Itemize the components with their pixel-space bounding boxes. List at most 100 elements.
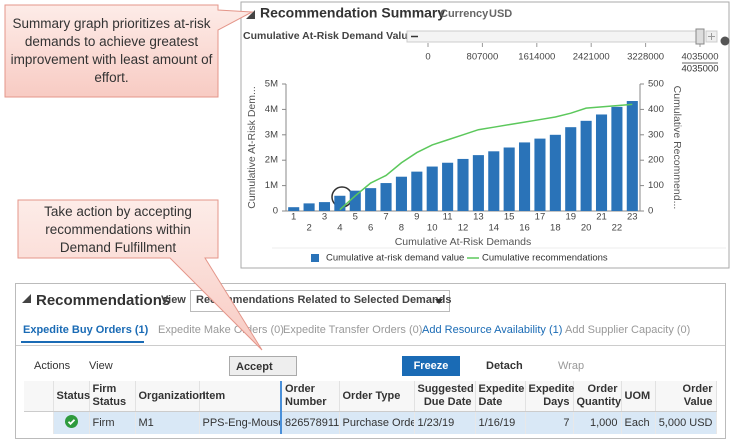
y-axis-title: Cumulative At-Risk Dem... bbox=[246, 86, 258, 209]
slider-tick-label: 0 bbox=[425, 52, 430, 63]
x-tick-label: 17 bbox=[535, 212, 546, 223]
column-header[interactable]: Status bbox=[53, 381, 90, 412]
table-cell: M1 bbox=[135, 411, 200, 434]
callout-box bbox=[17, 199, 263, 351]
x-tick-label: 5 bbox=[353, 212, 358, 223]
x-tick-label: 22 bbox=[612, 223, 623, 234]
accept-button[interactable]: Accept bbox=[229, 356, 297, 376]
y-tick-label: 2M bbox=[265, 155, 278, 166]
callout-text: Take action by accepting recommendations… bbox=[44, 204, 192, 255]
callout-text: Summary graph prioritizes at-risk demand… bbox=[10, 16, 213, 85]
column-header[interactable]: Expedite Date bbox=[475, 381, 526, 412]
x-tick-label: 7 bbox=[383, 212, 388, 223]
table-cell: 1/23/19 bbox=[414, 411, 476, 434]
bar bbox=[442, 162, 454, 211]
table-cell: Each bbox=[621, 411, 656, 434]
table-cell: 1/16/19 bbox=[475, 411, 526, 434]
go-icon[interactable] bbox=[720, 36, 730, 46]
x-tick-label: 4 bbox=[337, 223, 342, 234]
x-tick-label: 2 bbox=[306, 223, 311, 234]
column-header[interactable]: UOM bbox=[621, 381, 656, 412]
wrap-button[interactable]: Wrap bbox=[558, 360, 585, 372]
currency-label: Currency bbox=[440, 8, 489, 20]
bar bbox=[303, 203, 315, 211]
y-tick-label: 3M bbox=[265, 129, 278, 140]
table-cell: 826578911 bbox=[281, 411, 340, 434]
summary-title: Recommendation Summary bbox=[260, 5, 445, 21]
bar bbox=[626, 101, 638, 211]
tab-underline bbox=[21, 341, 144, 343]
tab[interactable]: Add Resource Availability (1) bbox=[422, 324, 563, 336]
column-header[interactable]: Suggested Due Date bbox=[414, 381, 476, 412]
bar bbox=[595, 114, 608, 211]
y2-tick-label: 300 bbox=[648, 129, 664, 140]
bar bbox=[565, 127, 577, 211]
x-tick-label: 14 bbox=[488, 223, 499, 234]
bar bbox=[318, 202, 331, 211]
slider-thumb[interactable] bbox=[695, 28, 705, 45]
column-header[interactable]: Order Value bbox=[655, 381, 717, 412]
x-tick-label: 1 bbox=[291, 212, 296, 223]
collapse-icon[interactable] bbox=[22, 294, 32, 304]
x-tick-label: 23 bbox=[627, 212, 638, 223]
y2-tick-label: 500 bbox=[648, 79, 664, 90]
slider-tick-label: 3228000 bbox=[627, 52, 664, 63]
table-cell: 5,000 USD bbox=[655, 411, 717, 434]
x-tick-label: 6 bbox=[368, 223, 373, 234]
bar bbox=[519, 142, 531, 211]
legend-swatch bbox=[311, 254, 319, 262]
view-select[interactable]: Recommendations Related to Selected Dema… bbox=[190, 290, 452, 312]
table-cell: 7 bbox=[525, 411, 574, 434]
currency: USD bbox=[489, 8, 512, 20]
tab[interactable]: Expedite Buy Orders (1) bbox=[23, 324, 149, 336]
table-cell: PPS-Eng-Mouse bbox=[199, 411, 282, 434]
freeze-button[interactable]: Freeze bbox=[402, 356, 460, 376]
column-header[interactable]: Order Quantity bbox=[573, 381, 622, 412]
slider-tick-label: 4035000 bbox=[682, 52, 719, 63]
y2-tick-label: 200 bbox=[648, 155, 664, 166]
x-tick-label: 3 bbox=[322, 212, 327, 223]
column-header[interactable]: Organization bbox=[135, 381, 206, 412]
column-header[interactable]: Item bbox=[199, 381, 282, 412]
detach-button[interactable]: Detach bbox=[486, 360, 523, 372]
bar bbox=[611, 106, 623, 211]
column-header[interactable]: Expedite Days bbox=[525, 381, 574, 412]
table-row[interactable]: Firm M1 PPS-Eng-Mouse 826578911 Purchase Ord… bbox=[24, 411, 717, 434]
x-tick-label: 20 bbox=[581, 223, 592, 234]
bar bbox=[288, 207, 300, 211]
collapse-triangle bbox=[22, 294, 31, 303]
recommendations-title: Recommendations bbox=[36, 292, 171, 309]
bar bbox=[411, 171, 423, 211]
table-cell: 1,000 bbox=[573, 411, 622, 434]
tab-border bbox=[16, 345, 725, 346]
slider-plus-icon bbox=[708, 33, 715, 40]
view-menu[interactable]: View bbox=[89, 360, 113, 372]
x-tick-label: 16 bbox=[519, 223, 530, 234]
bar bbox=[380, 183, 392, 211]
column-header[interactable]: Firm Status bbox=[89, 381, 136, 412]
bar bbox=[426, 166, 438, 211]
header-cell bbox=[24, 381, 54, 412]
x-tick-label: 11 bbox=[443, 212, 453, 223]
tab[interactable]: Expedite Transfer Orders (0) bbox=[283, 324, 423, 336]
column-header[interactable]: Order Type bbox=[339, 381, 415, 412]
bar bbox=[534, 138, 546, 211]
bar bbox=[503, 147, 515, 211]
column-header[interactable]: Order Number bbox=[281, 381, 340, 412]
results-table: Status Firm Status Organization Item Order N… bbox=[24, 381, 717, 434]
status-icon bbox=[64, 415, 78, 428]
actions-menu[interactable]: Actions bbox=[34, 360, 71, 372]
tab[interactable]: Add Supplier Capacity (0) bbox=[565, 324, 691, 336]
legend-label: Cumulative at-risk demand value bbox=[326, 253, 464, 264]
status-circle bbox=[64, 415, 78, 428]
tab[interactable]: Expedite Make Orders (0) bbox=[158, 324, 284, 336]
bar bbox=[457, 158, 469, 211]
status-cell bbox=[53, 411, 90, 434]
collapse-icon[interactable] bbox=[246, 10, 255, 19]
summary-panel: Recommendation Summary Currency USD Cumu… bbox=[240, 1, 730, 269]
y-tick-label: 5M bbox=[265, 79, 278, 90]
